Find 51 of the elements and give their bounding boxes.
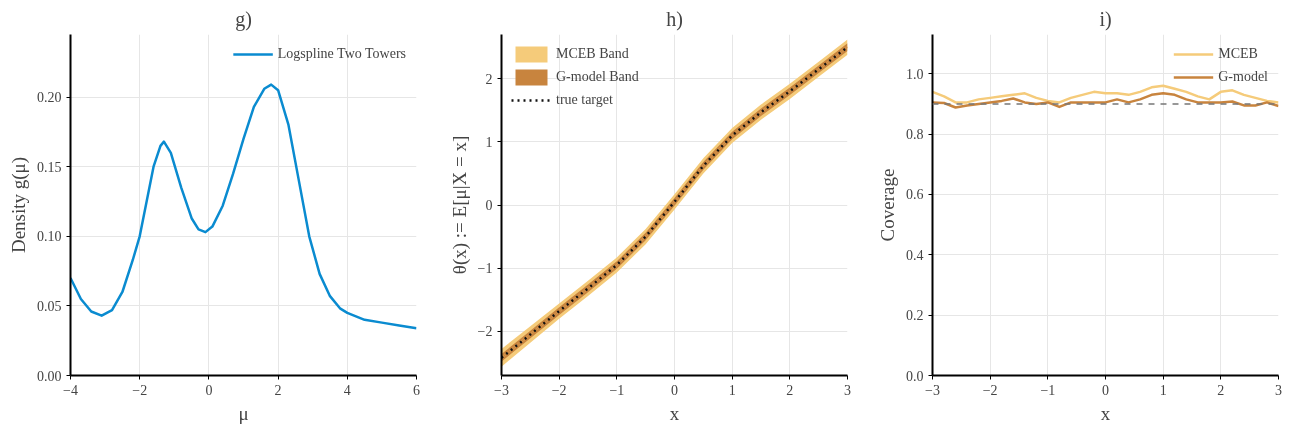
x-tick-label: 6 (413, 382, 420, 398)
x-tick-label: 4 (343, 382, 351, 398)
x-axis-title: x (669, 402, 680, 424)
x-tick-label: 1 (1159, 382, 1167, 398)
x-tick-label: 2 (274, 382, 282, 398)
y-tick-label: −2 (477, 324, 493, 340)
x-tick-label: 2 (1217, 382, 1225, 398)
y-tick-label: 0.05 (37, 298, 62, 314)
y-axis-title: θ(x) := E[μ|X = x] (448, 135, 471, 275)
x-axis-title: x (1100, 402, 1111, 424)
y-tick-label: 1 (485, 134, 493, 150)
x-tick-label: −1 (609, 382, 625, 398)
legend-label: MCEB Band (556, 46, 629, 62)
y-tick-label: 0.4 (906, 247, 924, 263)
x-tick-label: 0 (671, 382, 678, 398)
x-tick-label: 1 (728, 382, 736, 398)
y-tick-label: 1.0 (906, 66, 924, 82)
x-tick-label: −2 (132, 382, 148, 398)
x-tick-label: −1 (1040, 382, 1056, 398)
x-tick-label: 3 (1275, 382, 1282, 398)
legend-label: Logspline Two Towers (277, 46, 406, 62)
x-tick-label: −2 (551, 382, 567, 398)
x-axis-title: μ (238, 402, 249, 424)
chart-title: h) (666, 7, 683, 31)
y-tick-label: 0.6 (906, 187, 924, 203)
x-tick-label: −2 (982, 382, 998, 398)
x-tick-label: 2 (786, 382, 794, 398)
y-tick-label: 0.2 (906, 308, 924, 324)
x-tick-label: −3 (494, 382, 509, 398)
y-tick-label: 0.15 (37, 159, 62, 175)
x-tick-label: 3 (844, 382, 851, 398)
y-tick-label: −1 (477, 261, 493, 277)
legend-label: G-model Band (556, 69, 639, 85)
x-tick-label: 0 (205, 382, 213, 398)
y-tick-label: 0.8 (906, 127, 924, 143)
y-tick-label: 0.20 (37, 90, 62, 106)
chart-title: i) (1099, 7, 1112, 31)
x-tick-label: −4 (63, 382, 78, 398)
legend-label: G-model (1218, 69, 1268, 85)
legend-label: true target (556, 92, 613, 108)
chart-title: g) (235, 7, 252, 31)
x-tick-label: −3 (925, 382, 940, 398)
legend-label: MCEB (1218, 46, 1258, 62)
y-tick-label: 0.0 (906, 368, 924, 384)
y-tick-label: 0.00 (37, 368, 62, 384)
y-axis-title: Coverage (877, 168, 898, 242)
y-tick-label: 0 (485, 198, 493, 213)
y-tick-label: 2 (485, 71, 493, 87)
y-tick-label: 0.10 (37, 229, 62, 245)
x-tick-label: 0 (1102, 382, 1109, 398)
y-axis-title: Density g(μ) (8, 156, 30, 254)
